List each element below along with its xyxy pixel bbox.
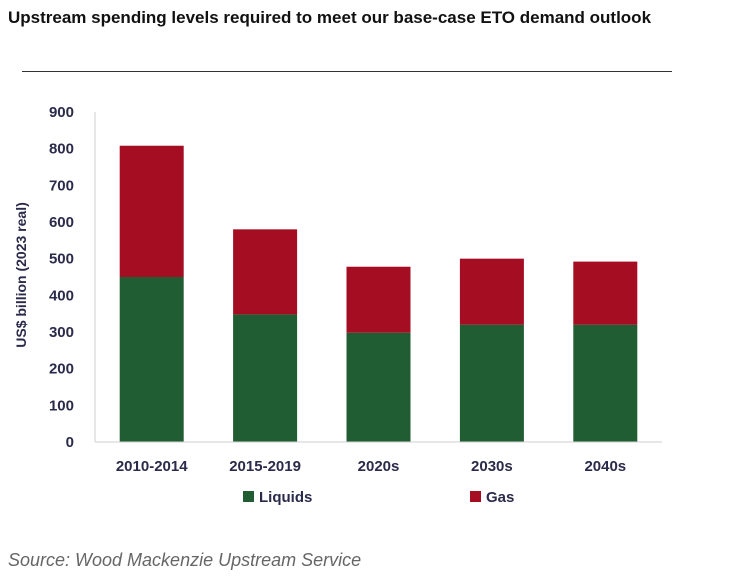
legend-swatch-liquids: [243, 491, 254, 502]
y-tick-label: 100: [49, 397, 74, 414]
y-tick-label: 800: [49, 141, 74, 158]
x-tick-label: 2010-2014: [116, 458, 188, 475]
bar-gas-2015-2019: [233, 229, 298, 315]
chart-title: Upstream spending levels required to mee…: [8, 8, 652, 27]
y-tick-label: 0: [66, 434, 74, 451]
y-tick-label: 600: [49, 214, 74, 231]
bar-gas-2030s: [459, 258, 524, 325]
x-tick-label: 2015-2019: [229, 458, 301, 475]
bar-gas-2020s: [346, 266, 411, 333]
legend-label-gas: Gas: [486, 489, 514, 506]
x-tick-label: 2020s: [358, 458, 400, 475]
y-axis-ticks: 0 100 200 300 400 500 600 700 800 900: [49, 104, 74, 451]
y-axis-title: US$ billion (2023 real): [13, 202, 29, 348]
bar-liquids-2015-2019: [233, 314, 298, 442]
legend: Liquids Gas: [243, 489, 514, 506]
bar-gas-2010-2014: [119, 145, 184, 277]
axes: [94, 112, 662, 443]
bar-liquids-2020s: [346, 332, 411, 442]
y-tick-label: 900: [49, 104, 74, 121]
bar-liquids-2030s: [459, 324, 524, 442]
x-tick-label: 2040s: [584, 458, 626, 475]
x-tick-label: 2030s: [471, 458, 513, 475]
x-axis-labels: 2010-2014 2015-2019 2020s 2030s 2040s: [116, 458, 626, 475]
y-tick-label: 500: [49, 251, 74, 268]
source-note: Source: Wood Mackenzie Upstream Service: [8, 550, 362, 570]
legend-swatch-gas: [470, 491, 481, 502]
y-tick-label: 300: [49, 324, 74, 341]
y-tick-label: 400: [49, 287, 74, 304]
bar-liquids-2010-2014: [119, 277, 184, 442]
legend-label-liquids: Liquids: [259, 489, 312, 506]
y-axis-title-group: US$ billion (2023 real): [13, 202, 29, 348]
bars: [119, 145, 638, 442]
y-tick-label: 700: [49, 177, 74, 194]
y-tick-label: 200: [49, 361, 74, 378]
title-divider: [22, 71, 672, 72]
bar-liquids-2040s: [573, 324, 638, 442]
bar-gas-2040s: [573, 261, 638, 325]
